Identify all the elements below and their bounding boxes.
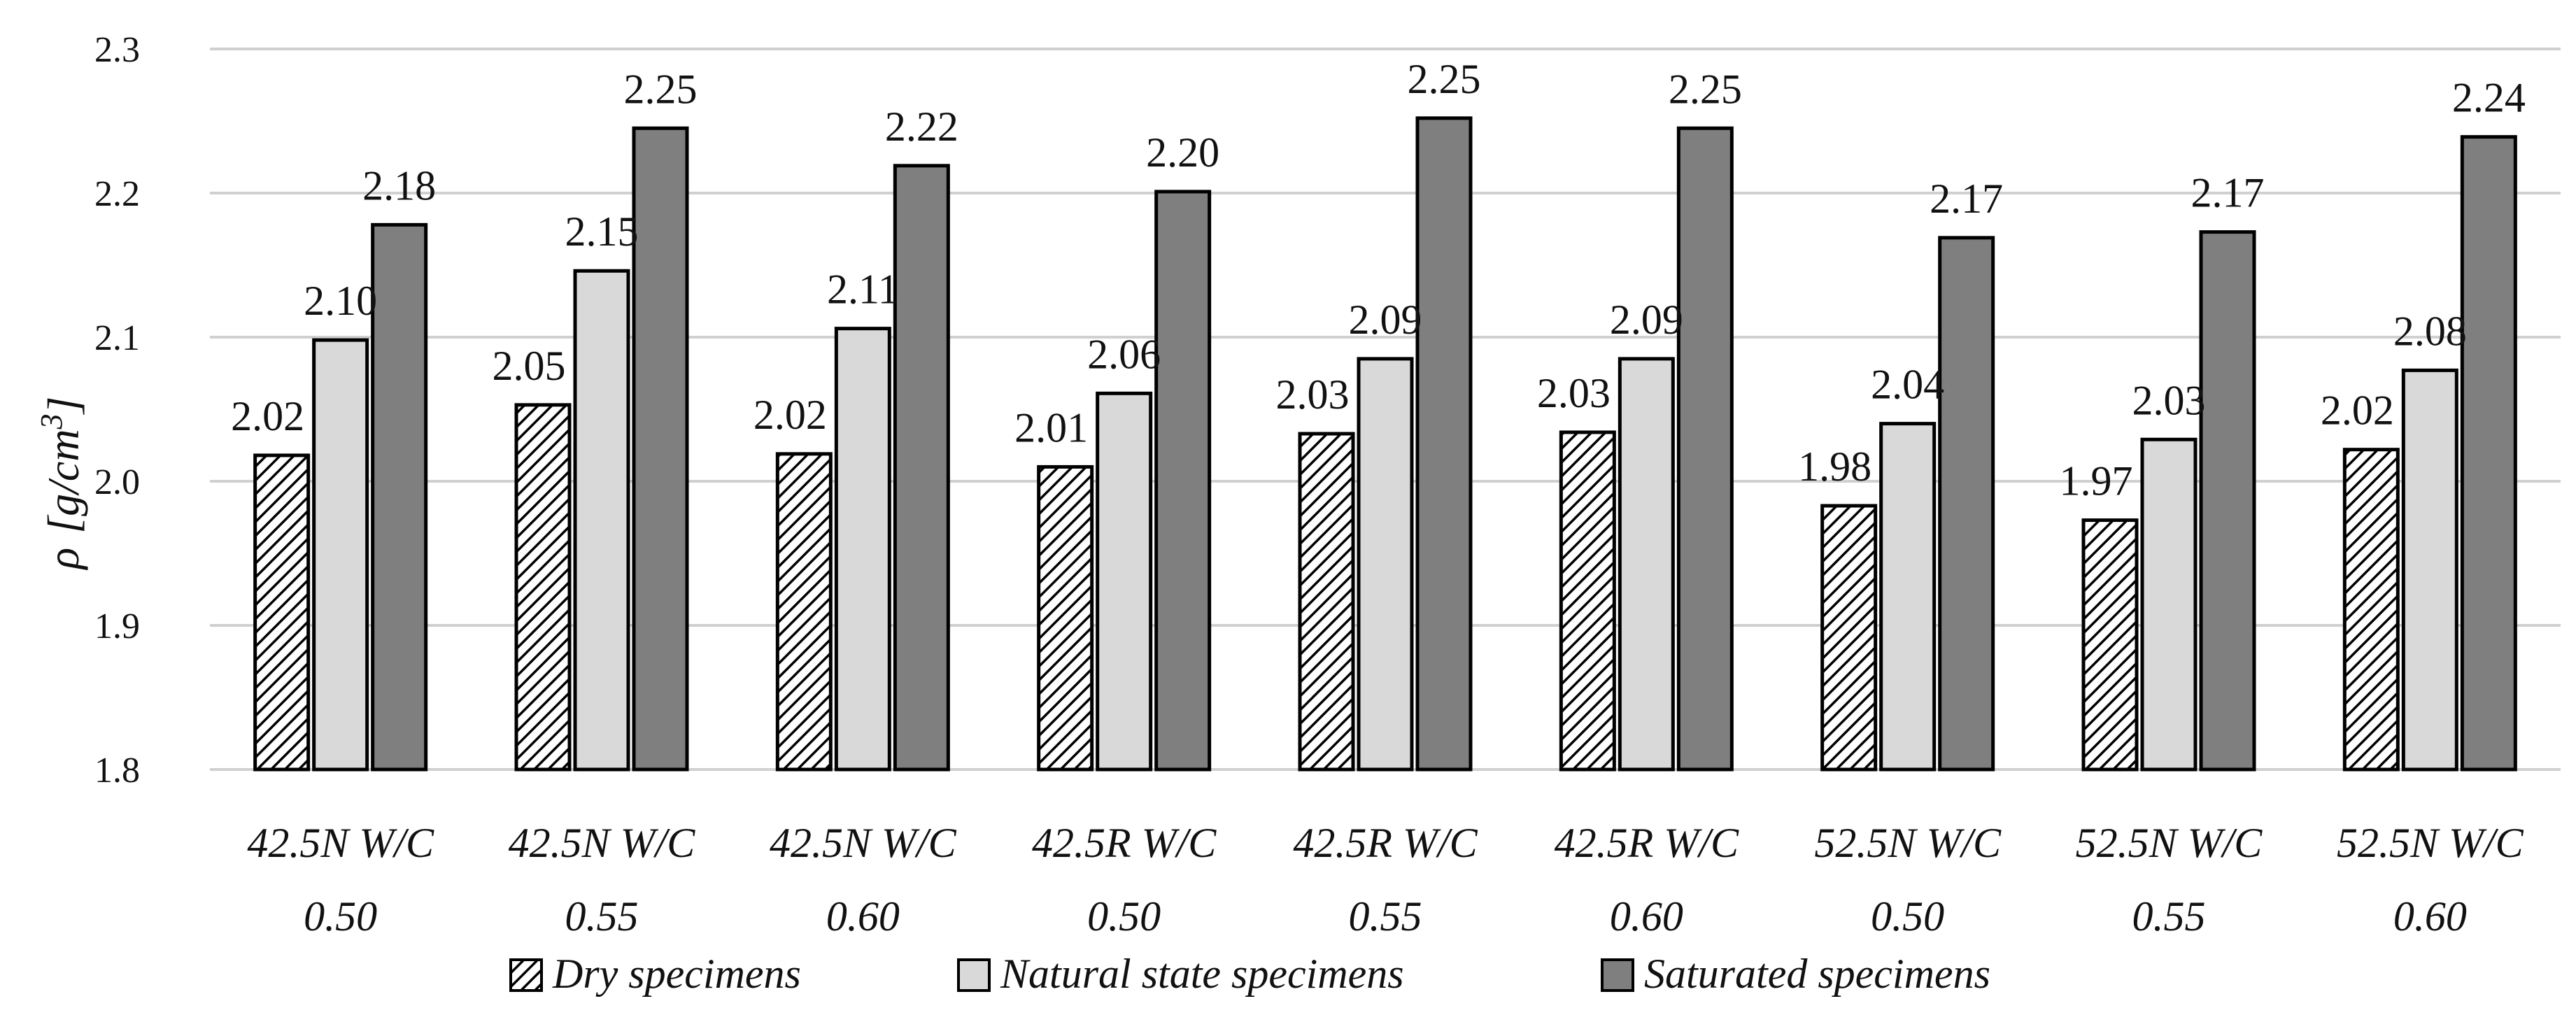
category-label-line1: 42.5R W/C (1032, 820, 1217, 866)
y-axis-title: ρ[g/cm3] (34, 397, 88, 571)
data-label-dry: 2.02 (231, 393, 304, 439)
category-label-line2: 0.50 (1087, 893, 1161, 939)
y-tick-label: 2.3 (94, 30, 140, 70)
data-label-saturated: 2.25 (624, 66, 698, 112)
data-label-natural: 2.09 (1610, 297, 1683, 343)
data-label-natural: 2.09 (1349, 297, 1422, 343)
data-label-saturated: 2.18 (362, 162, 436, 208)
bar-dry (2081, 518, 2139, 772)
bar-dry (1298, 432, 1355, 772)
category-label-line2: 0.50 (304, 893, 377, 939)
data-label-dry: 2.03 (1537, 370, 1611, 416)
bar-dry (514, 403, 572, 772)
bar-natural (312, 338, 369, 772)
data-label-dry: 2.02 (753, 392, 827, 438)
category-label-line1: 42.5R W/C (1555, 820, 1739, 866)
data-label-natural: 2.08 (2393, 308, 2467, 354)
bar-dry (2342, 448, 2400, 772)
data-label-dry: 2.05 (493, 343, 566, 389)
category-label-line2: 0.55 (1349, 893, 1422, 939)
y-tick-label: 2.1 (94, 318, 140, 358)
legend: Dry specimens Natural state specimens Satu… (509, 951, 1990, 997)
category-label-line2: 0.60 (826, 893, 900, 939)
bar-saturated (1415, 116, 1473, 772)
bar-saturated (371, 222, 428, 772)
data-label-saturated: 2.22 (885, 104, 958, 150)
data-label-dry: 2.02 (2321, 388, 2394, 434)
legend-swatch-natural (957, 958, 991, 992)
bar-dry (775, 452, 833, 772)
bar-saturated (2199, 230, 2256, 772)
legend-label-natural: Natural state specimens (1000, 951, 1404, 997)
data-label-saturated: 2.24 (2452, 75, 2526, 121)
legend-swatch-dry (509, 958, 543, 992)
bars (253, 116, 2517, 772)
data-label-natural: 2.03 (2132, 377, 2206, 423)
bar-natural (1618, 357, 1675, 772)
bar-saturated (1154, 190, 1212, 772)
category-label-line1: 52.5N W/C (2076, 820, 2263, 866)
y-tick-label: 2.0 (94, 462, 140, 502)
y-tick-label: 2.2 (94, 174, 140, 214)
bar-natural (2140, 437, 2198, 772)
data-label-natural: 2.11 (827, 267, 899, 313)
legend-swatch-saturated (1601, 958, 1634, 992)
bar-natural (1357, 357, 1414, 772)
bar-natural (1096, 391, 1153, 772)
bar-saturated (632, 126, 689, 772)
bar-dry (1820, 504, 1878, 772)
category-label-line2: 0.55 (565, 893, 639, 939)
bar-natural (834, 327, 891, 772)
category-label-line2: 0.60 (2393, 893, 2467, 939)
data-label-natural: 2.06 (1087, 331, 1161, 377)
data-label-natural: 2.15 (565, 208, 639, 255)
data-label-dry: 2.03 (1276, 371, 1350, 418)
data-label-natural: 2.10 (304, 278, 377, 324)
bar-dry (1559, 430, 1616, 772)
data-label-dry: 1.97 (2060, 458, 2133, 504)
bar-saturated (2460, 135, 2517, 772)
data-label-dry: 2.01 (1014, 404, 1088, 450)
bar-dry (1037, 464, 1094, 772)
bar-saturated (893, 164, 950, 772)
legend-label-dry: Dry specimens (552, 951, 801, 997)
data-label-dry: 1.98 (1798, 444, 1871, 490)
legend-label-saturated: Saturated specimens (1644, 951, 1990, 997)
data-label-saturated: 2.17 (2191, 170, 2265, 216)
category-label-line1: 52.5N W/C (2337, 820, 2524, 866)
bar-saturated (1676, 126, 1734, 772)
data-label-natural: 2.04 (1871, 362, 1944, 408)
data-label-saturated: 2.25 (1669, 66, 1742, 112)
category-label-line1: 42.5R W/C (1293, 820, 1478, 866)
category-label-line2: 0.60 (1610, 893, 1683, 939)
data-label-saturated: 2.25 (1408, 56, 1481, 102)
bar-dry (253, 453, 311, 772)
y-axis-ticks: 1.8 1.9 2.0 2.1 2.2 2.3 (94, 30, 140, 790)
category-label-line2: 0.50 (1871, 893, 1944, 939)
bar-natural (573, 269, 630, 772)
category-label-line1: 42.5N W/C (247, 820, 434, 866)
bar-natural (2401, 368, 2458, 772)
category-label-line1: 42.5N W/C (770, 820, 957, 866)
bar-natural (1879, 422, 1937, 772)
bar-saturated (1938, 236, 1995, 772)
category-label-line1: 52.5N W/C (1814, 820, 2002, 866)
x-axis-categories: 42.5N W/C 0.50 42.5N W/C 0.55 42.5N W/C 0.60 4… (247, 820, 2524, 939)
data-label-saturated: 2.20 (1146, 129, 1219, 176)
category-label-line1: 42.5N W/C (509, 820, 696, 866)
data-labels: 2.02 2.10 2.18 2.05 2.15 2.25 2.02 2.11 2.22 2.01… (231, 56, 2526, 504)
y-tick-label: 1.8 (94, 751, 140, 790)
data-label-saturated: 2.17 (1930, 176, 2003, 222)
y-tick-label: 1.9 (94, 606, 140, 646)
category-label-line2: 0.55 (2132, 893, 2206, 939)
